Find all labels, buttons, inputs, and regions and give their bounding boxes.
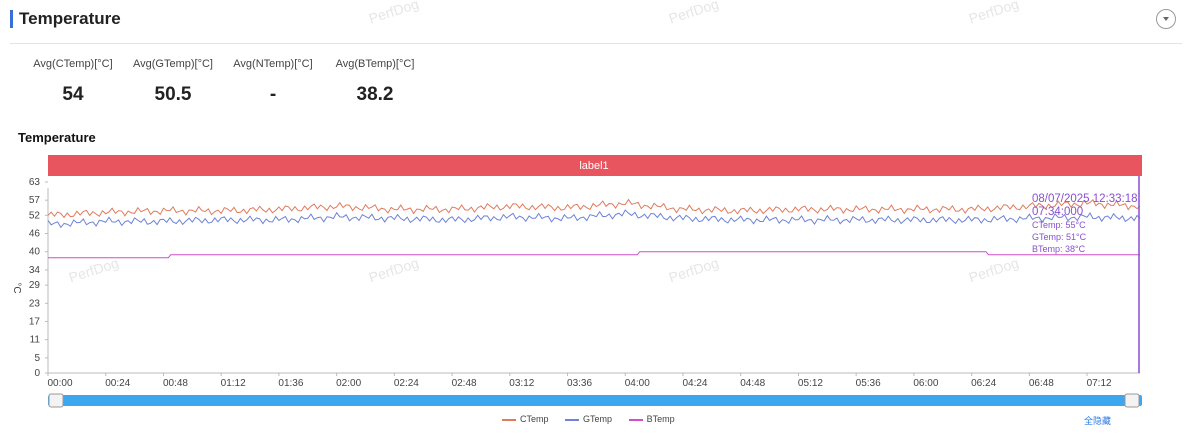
chart-legend: CTemp GTemp BTemp xyxy=(502,414,689,424)
tooltip-time: 07:34:000 xyxy=(1032,206,1084,218)
y-tick-label: 17 xyxy=(29,316,41,327)
series-line-gtemp xyxy=(47,209,1141,229)
y-tick-label: 5 xyxy=(34,353,40,364)
series-line-btemp xyxy=(48,251,1140,259)
stat-ctemp: Avg(CTemp)[°C] 54 xyxy=(28,58,118,106)
panel-header: Temperature xyxy=(10,8,1182,44)
legend-item-ctemp[interactable]: CTemp xyxy=(502,414,549,424)
stat-btemp: Avg(BTemp)[°C] 38.2 xyxy=(330,58,420,106)
x-tick-label: 02:48 xyxy=(452,378,477,389)
x-tick-label: 02:24 xyxy=(394,378,419,389)
x-tick-label: 06:00 xyxy=(913,378,938,389)
x-tick-label: 04:00 xyxy=(625,378,650,389)
stat-gtemp: Avg(GTemp)[°C] 50.5 xyxy=(128,58,218,106)
x-tick-label: 01:12 xyxy=(221,378,246,389)
y-tick-label: 57 xyxy=(29,195,41,206)
range-slider-handle-right xyxy=(1124,393,1140,408)
x-tick-label: 04:48 xyxy=(740,378,765,389)
stat-value: - xyxy=(269,84,277,105)
legend-label: BTemp xyxy=(646,414,675,424)
label-band xyxy=(48,155,1142,176)
x-tick-label: 01:36 xyxy=(278,378,303,389)
tooltip-btemp: BTemp: 38°C xyxy=(1032,244,1086,254)
tooltip-gtemp: GTemp: 51°C xyxy=(1032,232,1087,242)
collapse-chevron-icon[interactable] xyxy=(1156,9,1176,29)
x-tick-label: 05:12 xyxy=(798,378,823,389)
header-accent-bar xyxy=(10,10,13,28)
stat-value: 38.2 xyxy=(356,84,394,105)
y-tick-label: 11 xyxy=(30,335,41,346)
legend-item-gtemp[interactable]: GTemp xyxy=(565,414,612,424)
chart-title: Temperature xyxy=(18,130,96,145)
y-tick-label: 23 xyxy=(29,298,41,309)
x-tick-label: 02:00 xyxy=(336,378,361,389)
range-slider-handle-left xyxy=(48,393,64,408)
y-tick-label: 29 xyxy=(29,280,41,291)
y-tick-label: 46 xyxy=(29,229,41,240)
y-tick-label: 0 xyxy=(34,368,40,379)
hide-all-link[interactable]: 全隐藏 xyxy=(1084,416,1112,426)
legend-label: CTemp xyxy=(520,414,549,424)
panel-title: Temperature xyxy=(19,9,121,28)
x-tick-label: 00:24 xyxy=(105,378,130,389)
tooltip-ctemp: CTemp: 55°C xyxy=(1032,220,1086,230)
x-tick-label: 04:24 xyxy=(682,378,707,389)
stat-label: Avg(CTemp)[°C] xyxy=(33,58,113,70)
x-tick-label: 06:24 xyxy=(971,378,996,389)
x-tick-label: 00:48 xyxy=(163,378,188,389)
stat-ntemp: Avg(NTemp)[°C] - xyxy=(228,58,318,106)
tooltip-date: 08/07/2025 12:33:18 xyxy=(1032,193,1138,205)
x-tick-label: 03:12 xyxy=(509,378,534,389)
x-tick-label: 06:48 xyxy=(1029,378,1054,389)
stat-value: 54 xyxy=(62,84,84,105)
stat-label: Avg(GTemp)[°C] xyxy=(133,58,213,70)
y-tick-label: 40 xyxy=(29,247,41,258)
x-tick-label: 03:36 xyxy=(567,378,592,389)
legend-item-btemp[interactable]: BTemp xyxy=(628,414,675,424)
y-tick-label: 63 xyxy=(29,177,41,188)
stat-label: Avg(NTemp)[°C] xyxy=(233,58,313,70)
hover-tooltip: 08/07/2025 12:33:18 07:34:000 CTemp: 55°… xyxy=(1032,193,1138,255)
series-line-ctemp xyxy=(47,198,1141,219)
y-tick-label: 52 xyxy=(29,210,41,221)
legend-label: GTemp xyxy=(583,414,613,424)
range-slider-track xyxy=(48,395,1142,406)
y-tick-label: 34 xyxy=(29,265,41,276)
stat-label: Avg(BTemp)[°C] xyxy=(335,58,415,70)
x-tick-label: 07:12 xyxy=(1087,378,1112,389)
y-axis-label: °C xyxy=(11,282,22,293)
x-tick-label: 05:36 xyxy=(856,378,881,389)
x-tick-label: 00:00 xyxy=(47,378,72,389)
label-band-text: label1 xyxy=(579,160,608,172)
stat-value: 50.5 xyxy=(154,84,192,105)
